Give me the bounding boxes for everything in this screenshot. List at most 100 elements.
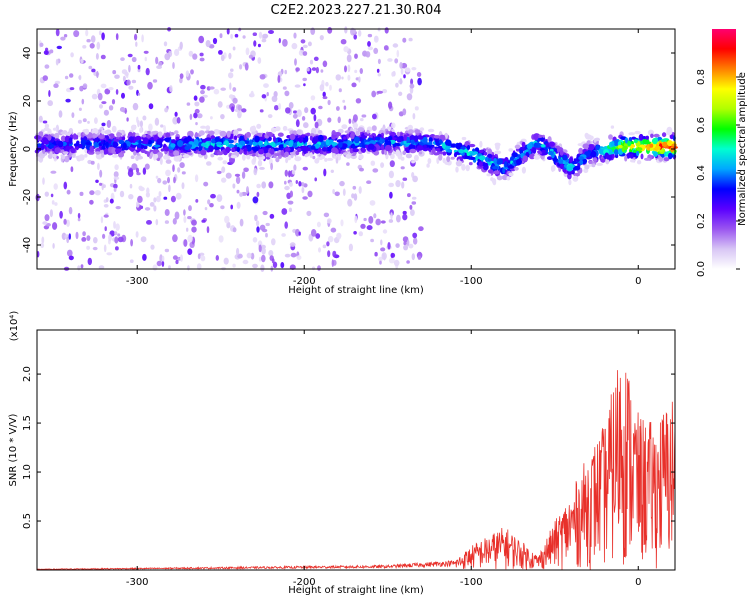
heatmap-cell-1175 — [277, 132, 284, 137]
heatmap-cell-855 — [126, 79, 131, 86]
heatmap-cell-1395 — [487, 148, 493, 156]
heatmap-cell-2663 — [566, 164, 573, 172]
heatmap-cell-118 — [395, 243, 400, 249]
heatmap-cell-1682 — [568, 179, 572, 186]
heatmap-cell-173 — [284, 69, 288, 75]
heatmap-cell-2241 — [228, 143, 235, 148]
heatmap-cell-220 — [142, 167, 147, 175]
heatmap-cell-640 — [400, 166, 405, 170]
heatmap-cell-2277 — [80, 139, 87, 146]
heatmap-cell-498 — [165, 159, 172, 164]
heatmap-cell-385 — [232, 183, 236, 189]
heatmap-cell-2662 — [288, 140, 294, 148]
heatmap-cell-2448 — [147, 130, 151, 135]
heatmap-cell-2541 — [592, 157, 598, 163]
heatmap-cell-2601 — [460, 146, 466, 150]
heatmap-cell-348 — [95, 53, 99, 60]
heatmap-cell-2506 — [194, 132, 198, 138]
heatmap-cell-2352 — [545, 143, 550, 147]
heatmap-cell-2534 — [667, 152, 673, 160]
heatmap-cell-144 — [66, 236, 70, 244]
heatmap-cell-783 — [230, 68, 234, 72]
heatmap-cell-892 — [311, 229, 317, 237]
heatmap-cell-2140 — [117, 152, 125, 158]
heatmap-cell-747 — [81, 98, 85, 105]
heatmap-cell-2624 — [636, 150, 640, 157]
heatmap-cell-2239 — [521, 141, 526, 148]
heatmap-cell-346 — [103, 109, 109, 116]
heatmap-cell-688 — [69, 87, 75, 91]
heatmap-cell-1148 — [552, 164, 556, 172]
heatmap-cell-491 — [200, 255, 206, 262]
heatmap-cell-323 — [403, 241, 407, 246]
heatmap-cell-168 — [354, 53, 358, 59]
heatmap-cell-617 — [417, 255, 422, 260]
heatmap-cell-2651 — [403, 134, 407, 142]
heatmap-cell-2386 — [640, 153, 644, 160]
heatmap-cell-699 — [196, 263, 202, 270]
heatmap-cell-285 — [411, 196, 417, 200]
heatmap-cell-749 — [249, 93, 255, 98]
heatmap-cell-378 — [320, 69, 324, 73]
heatmap-cell-895 — [390, 252, 396, 258]
heatmap-cell-2531 — [298, 136, 304, 143]
heatmap-cell-330 — [274, 105, 279, 111]
heatmap-cell-1000 — [390, 153, 395, 160]
heatmap-cell-258 — [284, 253, 291, 258]
heatmap-cell-279 — [245, 47, 250, 56]
heatmap-cell-1815 — [629, 159, 636, 163]
heatmap-cell-425 — [257, 57, 262, 64]
heatmap-cell-192 — [370, 160, 376, 166]
heatmap-cell-282 — [239, 64, 243, 70]
heatmap-cell-773 — [343, 46, 349, 53]
heatmap-cell-712 — [193, 95, 198, 101]
heatmap-cell-341 — [70, 166, 74, 173]
heatmap-cell-2501 — [487, 162, 492, 166]
heatmap-cell-2341 — [115, 148, 122, 154]
heatmap-cell-2644 — [367, 143, 375, 150]
heatmap-cell-66 — [265, 222, 270, 227]
heatmap-cell-631 — [168, 184, 171, 193]
heatmap-cell-131 — [128, 64, 131, 73]
heatmap-cell-834 — [327, 250, 331, 258]
heatmap-cell-28 — [50, 170, 57, 174]
heatmap-cell-657 — [367, 41, 371, 47]
heatmap-cell-713 — [285, 107, 291, 114]
heatmap-cell-2546 — [464, 155, 470, 160]
heatmap-cell-361 — [390, 212, 393, 220]
heatmap-cell-828 — [91, 68, 96, 73]
heatmap-cell-20 — [168, 265, 171, 269]
heatmap-cell-2560 — [608, 134, 613, 140]
heatmap-cell-611 — [99, 104, 103, 109]
heatmap-cell-375 — [99, 169, 103, 178]
heatmap-cell-2550 — [156, 138, 163, 144]
heatmap-cell-2637 — [93, 134, 98, 138]
heatmap-cell-1541 — [450, 143, 457, 148]
heatmap-cell-2515 — [52, 154, 57, 158]
heatmap-cell-759 — [271, 238, 276, 246]
heatmap-cell-882 — [169, 85, 173, 93]
heatmap-cell-105 — [215, 255, 219, 261]
heatmap-cell-464 — [267, 114, 273, 119]
heatmap-cell-865 — [117, 236, 124, 243]
heatmap-cell-486 — [136, 116, 139, 124]
heatmap-cell-180 — [253, 167, 258, 176]
heatmap-cell-902 — [68, 255, 74, 261]
heatmap-cell-2266 — [633, 149, 637, 153]
heatmap-cell-455 — [268, 30, 274, 34]
heatmap-cell-1839 — [243, 150, 247, 155]
heatmap-cell-2286 — [587, 144, 595, 151]
heatmap-cell-880 — [120, 57, 125, 61]
heatmap-cell-724 — [96, 41, 101, 50]
heatmap-cell-2675 — [68, 137, 73, 145]
heatmap-cell-513 — [322, 91, 326, 98]
heatmap-cell-2702 — [514, 166, 519, 171]
heatmap-cell-686 — [220, 54, 225, 62]
heatmap-cell-2707 — [375, 136, 381, 141]
heatmap-cell-2643 — [496, 175, 503, 181]
heatmap-cell-395 — [342, 99, 346, 103]
heatmap-cell-424 — [149, 202, 155, 207]
heatmap-cell-2463 — [331, 147, 338, 154]
heatmap-cell-2634 — [439, 139, 443, 145]
